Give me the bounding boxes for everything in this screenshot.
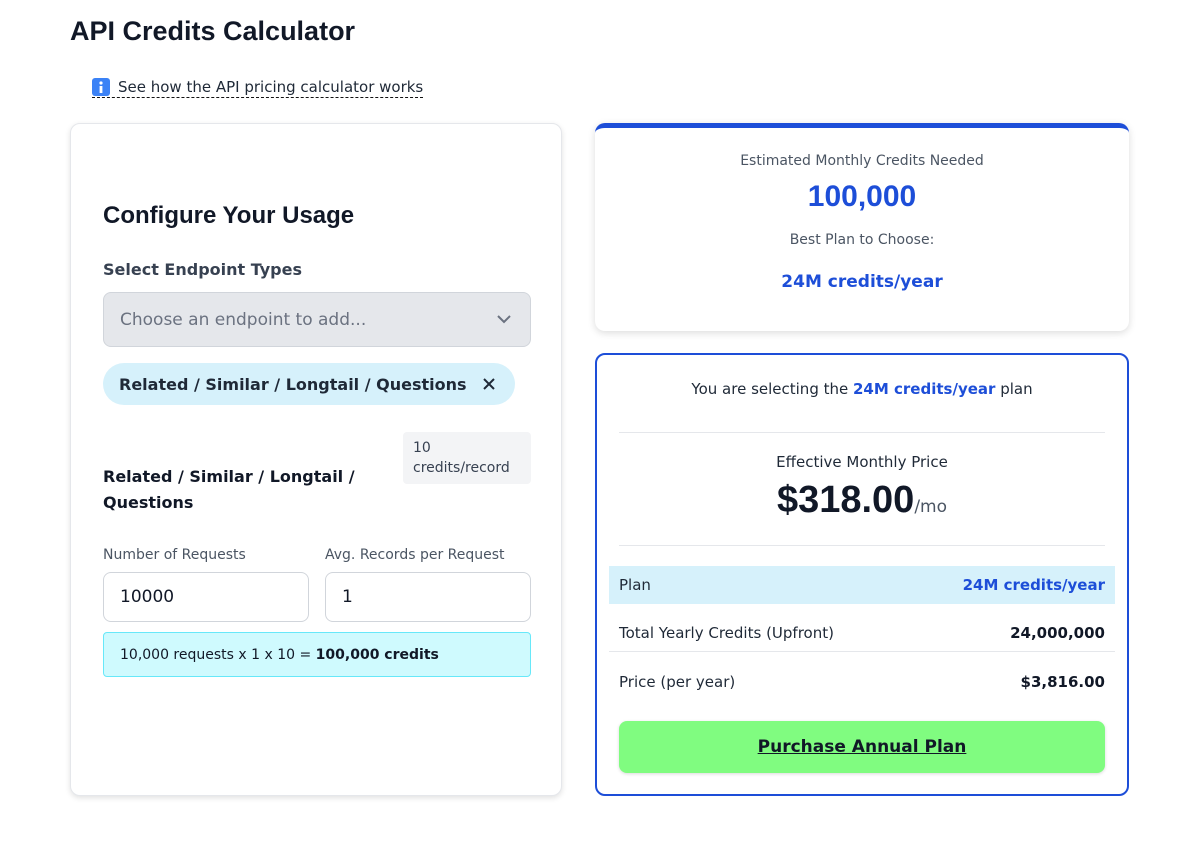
formula-result: 100,000 credits: [315, 646, 439, 663]
selecting-text: You are selecting the 24M credits/year p…: [597, 380, 1127, 398]
price-line: $318.00/mo: [597, 479, 1127, 522]
requests-label: Number of Requests: [103, 547, 246, 563]
chip-remove[interactable]: [482, 378, 495, 390]
records-input[interactable]: 1: [325, 572, 531, 622]
row-label: Plan: [619, 576, 651, 594]
credits-badge: 10 credits/record: [403, 432, 531, 484]
configure-title: Configure Your Usage: [103, 202, 355, 229]
price-label: Effective Monthly Price: [776, 453, 948, 471]
requests-input[interactable]: 10000: [103, 572, 309, 622]
row-label: Total Yearly Credits (Upfront): [619, 623, 834, 642]
endpoint-select[interactable]: Choose an endpoint to add...: [103, 292, 531, 347]
row-value: $3,816.00: [1020, 673, 1105, 691]
plan-label: Best Plan to Choose:: [789, 232, 935, 248]
chevron-icon: [497, 315, 511, 324]
monthly-price: $318.00: [776, 479, 915, 521]
divider: [619, 432, 1105, 433]
selecting-prefix: You are selecting the: [691, 380, 853, 398]
price-unit: /mo: [914, 497, 948, 517]
row-label: Price (per year): [619, 673, 736, 691]
help-link-text: See how the API pricing calculator works: [118, 78, 424, 96]
select-placeholder: Choose an endpoint to add...: [120, 310, 367, 330]
estimate-card: Estimated Monthly Credits Needed 100,000…: [595, 123, 1129, 331]
badge-number: 10: [413, 440, 431, 456]
page-title: API Credits Calculator: [70, 16, 356, 46]
formula-box: 10,000 requests x 1 x 10 = 100,000 credi…: [103, 632, 531, 677]
formula-text: 10,000 requests x 1 x 10 =: [120, 646, 316, 663]
estimate-label: Estimated Monthly Credits Needed: [740, 153, 984, 169]
purchase-button[interactable]: Purchase Annual Plan: [619, 721, 1105, 773]
best-plan: 24M credits/year: [781, 272, 943, 292]
help-link[interactable]: See how the API pricing calculator works: [92, 78, 424, 98]
configure-card: Configure Your Usage Select Endpoint Typ…: [70, 123, 562, 796]
estimate-value: 100,000: [807, 180, 917, 213]
select-label: Select Endpoint Types: [103, 260, 302, 279]
row-value: 24M credits/year: [962, 576, 1105, 594]
badge-unit: credits/record: [413, 460, 510, 476]
chip-label: Related / Similar / Longtail / Questions: [119, 374, 467, 394]
summary-row: Plan 24M credits/year: [609, 566, 1115, 604]
summary-row: Price (per year) $3,816.00: [609, 663, 1115, 701]
info-icon: [92, 78, 110, 96]
summary-card: You are selecting the 24M credits/year p…: [595, 353, 1129, 796]
records-label: Avg. Records per Request: [325, 547, 505, 563]
row-value: 24,000,000: [1010, 623, 1105, 642]
selecting-suffix: plan: [995, 380, 1033, 398]
selecting-plan: 24M credits/year: [853, 380, 996, 398]
endpoint-name: Related / Similar / Longtail / Questions: [103, 467, 355, 512]
divider: [619, 545, 1105, 546]
endpoint-chip: Related / Similar / Longtail / Questions: [103, 363, 515, 405]
summary-row: Total Yearly Credits (Upfront) 24,000,000: [609, 614, 1115, 652]
